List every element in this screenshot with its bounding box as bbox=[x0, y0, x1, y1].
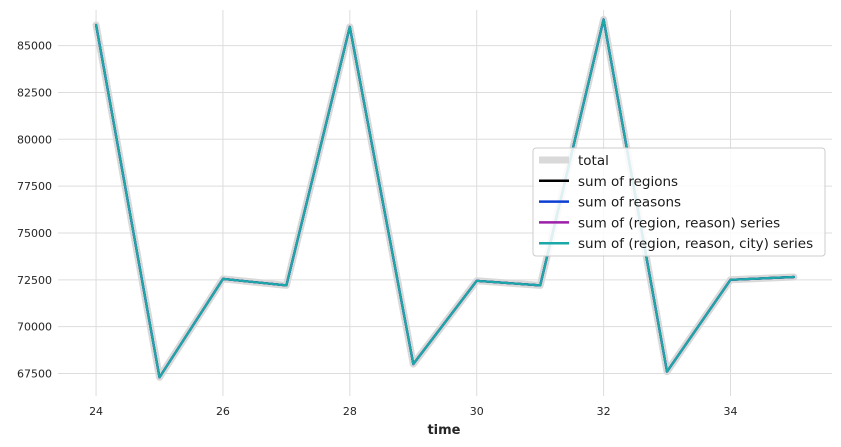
y-tick-label: 72500 bbox=[17, 274, 52, 287]
tick-labels: 24 26 28 30 32 34 67500 70000 72500 75000 77500 800… bbox=[17, 40, 737, 418]
y-tick-label: 85000 bbox=[17, 40, 52, 53]
x-tick-label: 34 bbox=[723, 405, 737, 418]
y-tick-label: 70000 bbox=[17, 321, 52, 334]
legend: total sum of regions sum of reasons sum of … bbox=[532, 147, 826, 257]
legend-label-5: sum of (region, reason, city) series bbox=[578, 236, 813, 252]
y-tick-label: 75000 bbox=[17, 227, 52, 240]
legend-label-2: sum of regions bbox=[578, 174, 678, 190]
y-tick-label: 77500 bbox=[17, 180, 52, 193]
legend-label-4: sum of (region, reason) series bbox=[578, 215, 780, 231]
y-tick-label: 80000 bbox=[17, 133, 52, 146]
series-layer bbox=[92, 15, 798, 381]
legend-label-1: total bbox=[578, 153, 609, 169]
x-tick-label: 30 bbox=[470, 405, 484, 418]
series-line-5 bbox=[95, 18, 795, 379]
x-tick-label: 24 bbox=[89, 405, 103, 418]
legend-label-3: sum of reasons bbox=[578, 195, 681, 211]
y-tick-label: 67500 bbox=[17, 368, 52, 381]
x-axis-title: time bbox=[427, 423, 460, 438]
x-tick-label: 26 bbox=[216, 405, 230, 418]
legend-box bbox=[532, 147, 826, 257]
y-tick-label: 82500 bbox=[17, 86, 52, 99]
x-tick-label: 32 bbox=[597, 405, 611, 418]
x-tick-label: 28 bbox=[343, 405, 357, 418]
